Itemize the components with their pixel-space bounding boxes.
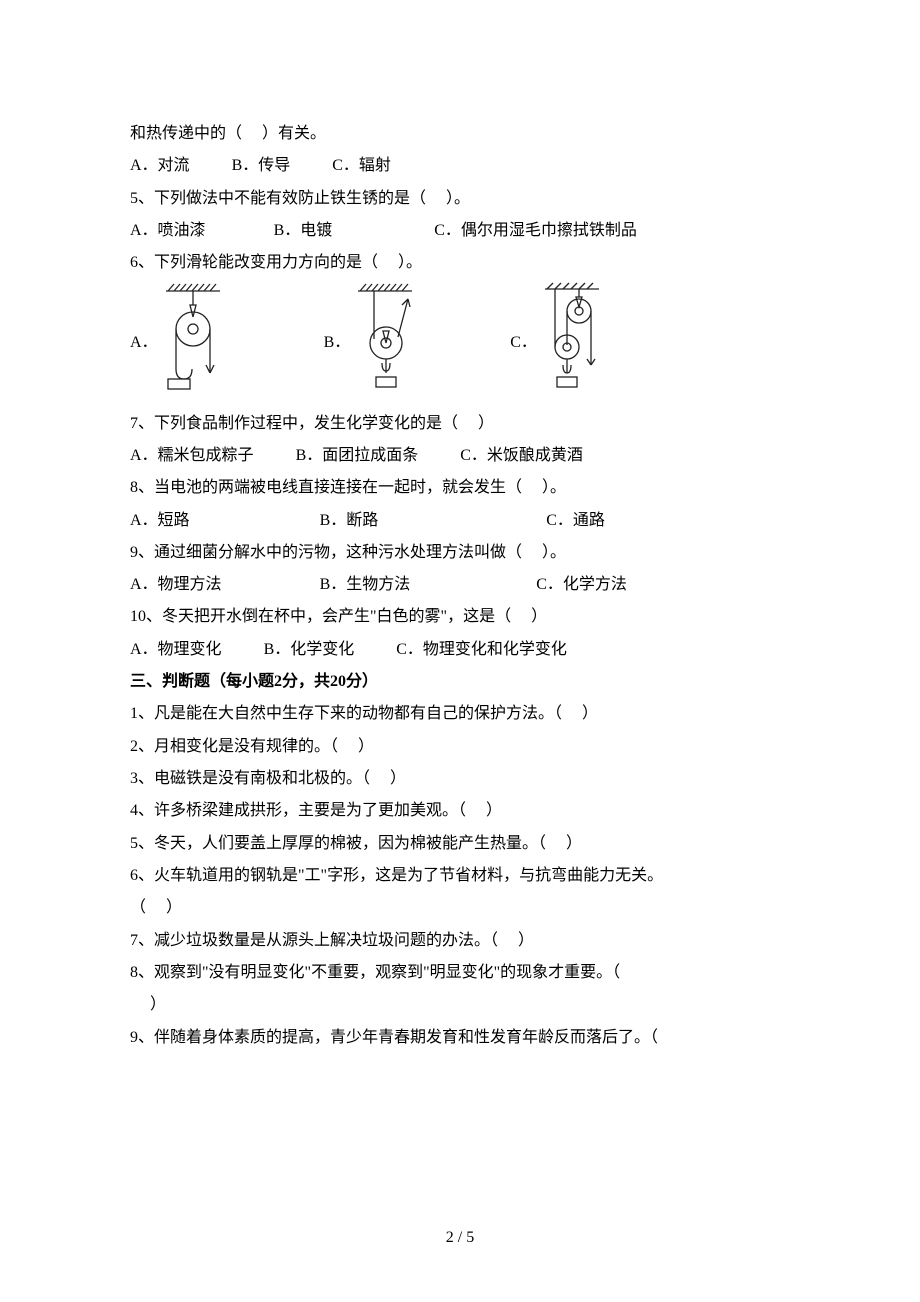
q10-options: A．物理变化 B．化学变化 C．物理变化和化学变化: [130, 634, 790, 666]
j5-post: ）: [566, 835, 582, 852]
q4-line1-post: ）有关。: [262, 125, 326, 142]
q9-stem: 9、通过细菌分解水中的污物，这种污水处理方法叫做（ ）。: [130, 537, 790, 569]
q8-stem-pre: 8、当电池的两端被电线直接连接在一起时，就会发生（: [130, 479, 522, 496]
q6-label-c: C．: [510, 327, 537, 359]
q5-stem-pre: 5、下列做法中不能有效防止铁生锈的是（: [130, 190, 426, 207]
q6-stem-pre: 6、下列滑轮能改变用力方向的是（: [130, 254, 378, 271]
j8-close: ）: [150, 996, 166, 1013]
j2-stem: 2、月相变化是没有规律的。（: [130, 738, 338, 755]
q6-blank: [378, 254, 398, 271]
j5: 5、冬天，人们要盖上厚厚的棉被，因为棉被能产生热量。（ ）: [130, 828, 790, 860]
q10-opt-b: B．化学变化: [264, 641, 355, 658]
j8-blank: [130, 996, 150, 1013]
j7: 7、减少垃圾数量是从源头上解决垃圾问题的办法。（ ）: [130, 925, 790, 957]
j5-stem: 5、冬天，人们要盖上厚厚的棉被，因为棉被能产生热量。（: [130, 835, 546, 852]
j6-open: （: [130, 899, 146, 916]
q9-opt-c: C．化学方法: [536, 576, 627, 593]
j7-stem: 7、减少垃圾数量是从源头上解决垃圾问题的办法。（: [130, 932, 498, 949]
q9-stem-pre: 9、通过细菌分解水中的污物，这种污水处理方法叫做（: [130, 544, 522, 561]
q5-blank: [426, 190, 446, 207]
movable-pulley-icon: [350, 281, 420, 405]
q9-blank: [522, 544, 542, 561]
j8-stem1: 8、观察到"没有明显变化"不重要，观察到"明显变化"的现象才重要。（: [130, 964, 620, 981]
j8-line2: ）: [130, 989, 790, 1021]
q4-opt-a: A．对流: [130, 157, 190, 174]
j1-post: ）: [582, 705, 598, 722]
j8-line1: 8、观察到"没有明显变化"不重要，观察到"明显变化"的现象才重要。（: [130, 957, 790, 989]
q8-opt-b: B．断路: [320, 512, 379, 529]
j6-blank: [146, 899, 166, 916]
q4-line1: 和热传递中的（ ）有关。: [130, 118, 790, 150]
j3-post: ）: [390, 770, 406, 787]
q8-stem: 8、当电池的两端被电线直接连接在一起时，就会发生（ ）。: [130, 472, 790, 504]
q4-options: A．对流 B．传导 C．辐射: [130, 150, 790, 182]
j2-blank: [338, 738, 358, 755]
j2-post: ）: [358, 738, 374, 755]
q6-label-b: B．: [324, 327, 351, 359]
q5-stem: 5、下列做法中不能有效防止铁生锈的是（ ）。: [130, 183, 790, 215]
q10-opt-c: C．物理变化和化学变化: [396, 641, 567, 658]
j3-stem: 3、电磁铁是没有南极和北极的。（: [130, 770, 370, 787]
j9-line1: 9、伴随着身体素质的提高，青少年青春期发育和性发育年龄反而落后了。（: [130, 1022, 790, 1054]
q10-blank: [511, 608, 531, 625]
q8-opt-c: C．通路: [546, 512, 605, 529]
q5-stem-post: ）。: [446, 190, 470, 207]
j5-blank: [546, 835, 566, 852]
q4-line1-blank: [242, 125, 262, 142]
q8-options: A．短路 B．断路 C．通路: [130, 505, 790, 537]
j1-stem: 1、凡是能在大自然中生存下来的动物都有自己的保护方法。（: [130, 705, 562, 722]
q7-opt-a: A．糯米包成粽子: [130, 447, 254, 464]
q8-stem-post: ）。: [542, 479, 566, 496]
q6-figures-row: A． B．: [130, 284, 790, 404]
q9-options: A．物理方法 B．生物方法 C．化学方法: [130, 569, 790, 601]
j2: 2、月相变化是没有规律的。（ ）: [130, 731, 790, 763]
q7-opt-c: C．米饭酿成黄酒: [460, 447, 583, 464]
q5-options: A．喷油漆 B．电镀 C．偶尔用湿毛巾擦拭铁制品: [130, 215, 790, 247]
q4-opt-b: B．传导: [232, 157, 291, 174]
j3-blank: [370, 770, 390, 787]
q7-options: A．糯米包成粽子 B．面团拉成面条 C．米饭酿成黄酒: [130, 440, 790, 472]
j7-blank: [498, 932, 518, 949]
j4: 4、许多桥梁建成拱形，主要是为了更加美观。（ ）: [130, 795, 790, 827]
j6-line1: 6、火车轨道用的钢轨是"工"字形，这是为了节省材料，与抗弯曲能力无关。: [130, 860, 790, 892]
q4-opt-c: C．辐射: [332, 157, 391, 174]
pulley-system-icon: [537, 281, 607, 405]
q7-stem: 7、下列食品制作过程中，发生化学变化的是（ ）: [130, 408, 790, 440]
q9-opt-a: A．物理方法: [130, 576, 222, 593]
j9-stem1: 9、伴随着身体素质的提高，青少年青春期发育和性发育年龄反而落后了。（: [130, 1029, 658, 1046]
q6-label-a: A．: [130, 327, 158, 359]
j4-blank: [466, 802, 486, 819]
page-number: 2 / 5: [0, 1222, 920, 1254]
section3-heading: 三、判断题（每小题2分，共20分）: [130, 666, 790, 698]
q10-stem-post: ）: [531, 608, 547, 625]
q8-opt-a: A．短路: [130, 512, 190, 529]
fixed-pulley-icon: [158, 281, 228, 405]
j1: 1、凡是能在大自然中生存下来的动物都有自己的保护方法。（ ）: [130, 698, 790, 730]
q4-line1-pre: 和热传递中的（: [130, 125, 242, 142]
q7-stem-post: ）: [478, 415, 494, 432]
j4-post: ）: [486, 802, 502, 819]
j6-line2: （ ）: [130, 892, 790, 924]
q7-opt-b: B．面团拉成面条: [296, 447, 419, 464]
q5-opt-b: B．电镀: [274, 222, 333, 239]
q9-opt-b: B．生物方法: [320, 576, 411, 593]
j3: 3、电磁铁是没有南极和北极的。（ ）: [130, 763, 790, 795]
q6-stem-post: ）。: [398, 254, 422, 271]
q10-opt-a: A．物理变化: [130, 641, 222, 658]
q10-stem-pre: 10、冬天把开水倒在杯中，会产生"白色的雾"，这是（: [130, 608, 511, 625]
q6-stem: 6、下列滑轮能改变用力方向的是（ ）。: [130, 247, 790, 279]
q8-blank: [522, 479, 542, 496]
q5-opt-a: A．喷油漆: [130, 222, 206, 239]
j1-blank: [562, 705, 582, 722]
q9-stem-post: ）。: [542, 544, 566, 561]
q5-opt-c: C．偶尔用湿毛巾擦拭铁制品: [434, 222, 637, 239]
exam-page: 和热传递中的（ ）有关。 A．对流 B．传导 C．辐射 5、下列做法中不能有效防止铁…: [0, 0, 920, 1302]
j4-stem: 4、许多桥梁建成拱形，主要是为了更加美观。（: [130, 802, 466, 819]
j7-post: ）: [518, 932, 534, 949]
q7-blank: [458, 415, 478, 432]
j6-close: ）: [166, 899, 182, 916]
q7-stem-pre: 7、下列食品制作过程中，发生化学变化的是（: [130, 415, 458, 432]
q10-stem: 10、冬天把开水倒在杯中，会产生"白色的雾"，这是（ ）: [130, 601, 790, 633]
